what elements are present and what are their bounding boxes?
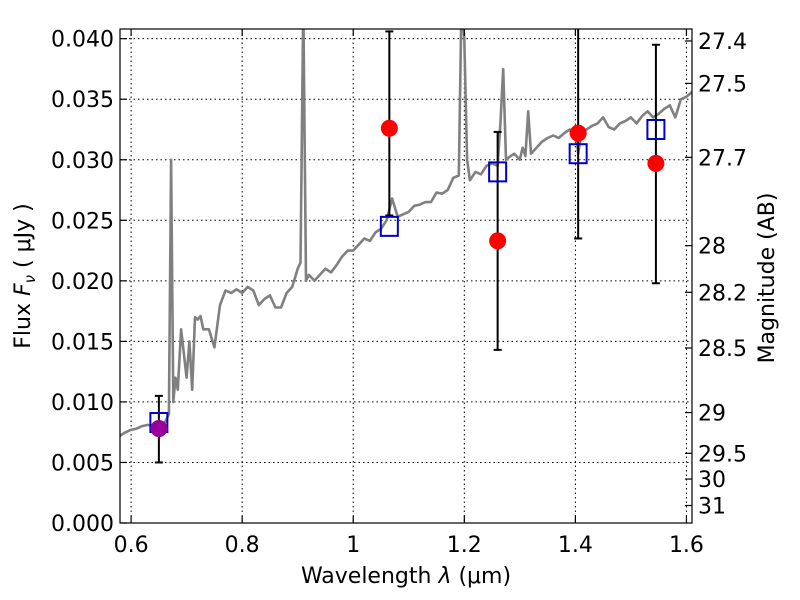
spectrum-line: [120, 29, 692, 437]
x-tick-label: 1.4: [558, 533, 593, 558]
y-tick-label: 0.000: [51, 512, 114, 537]
magnitude-tick-label: 27.7: [698, 146, 747, 171]
marker-layer: [149, 118, 666, 438]
observed-photometry-point: [150, 420, 168, 438]
observed-photometry-point: [569, 124, 587, 142]
y-axis-symbol: F: [11, 283, 36, 296]
x-axis-label: Wavelength λ (μm): [301, 564, 511, 589]
y-tick-label: 0.015: [51, 330, 114, 355]
x-tick-labels: 0.6 0.8 1 1.2 1.4 1.6: [114, 533, 704, 558]
x-tick-label: 0.8: [225, 533, 260, 558]
model-photometry-square: [646, 118, 666, 140]
magnitude-tick-label: 29: [698, 402, 726, 427]
x-tick-label: 1.2: [447, 533, 482, 558]
observed-photometry-point: [380, 119, 398, 137]
observed-photometry-point: [647, 154, 665, 172]
spectrum-layer: [120, 29, 692, 437]
model-photometry-square: [379, 215, 399, 237]
magnitude-tick-label: 27.4: [698, 30, 747, 55]
magnitude-tick-label: 27.5: [698, 72, 747, 97]
x-axis-symbol: λ: [437, 564, 451, 589]
y-tick-label: 0.025: [51, 209, 114, 234]
y-tick-label: 0.030: [51, 149, 114, 174]
magnitude-tick-label: 28: [698, 235, 726, 260]
model-photometry-square: [568, 143, 588, 165]
y-tick-labels: 0.000 0.005 0.010 0.015 0.020 0.025 0.030 0.035…: [51, 28, 114, 537]
y2-axis-label: Magnitude (AB): [755, 193, 780, 364]
magnitude-tick-label: 29.5: [698, 442, 747, 467]
magnitude-tick-label: 31: [698, 494, 726, 519]
errorbar-layer: [154, 29, 660, 464]
y-tick-label: 0.005: [51, 451, 114, 476]
y-axis-subscript: ν: [21, 275, 39, 283]
magnitude-tick-label: 30: [698, 468, 726, 493]
x-tick-label: 1: [346, 533, 360, 558]
plot-frame: [119, 28, 693, 524]
y-tick-label: 0.020: [51, 270, 114, 295]
model-photometry-square: [488, 161, 508, 183]
y-tick-label: 0.040: [51, 28, 114, 53]
y-tick-label: 0.010: [51, 391, 114, 416]
y-tick-label: 0.035: [51, 88, 114, 113]
tick-layer: [120, 29, 692, 524]
x-tick-label: 1.6: [669, 533, 704, 558]
y-axis-label: Flux Fν ( μJy ): [11, 203, 39, 348]
magnitude-tick-label: 28.5: [698, 337, 747, 362]
x-tick-label: 0.6: [114, 533, 149, 558]
observed-photometry-point: [489, 232, 507, 250]
grid: [120, 29, 692, 524]
magnitude-tick-label: 28.2: [698, 281, 747, 306]
